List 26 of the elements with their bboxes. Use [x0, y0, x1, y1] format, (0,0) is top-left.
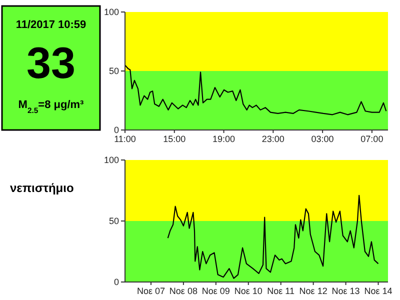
- x-tick-label: Νοε 09: [202, 286, 230, 296]
- y-tick-label: 100: [104, 155, 119, 166]
- text: 33: [26, 39, 76, 88]
- x-tick-label: Νοε 08: [169, 286, 198, 296]
- x-tick-label: 23:00: [262, 134, 284, 144]
- x-tick-label: Νοε 12: [299, 286, 328, 296]
- text: 11/2017 10:59: [16, 19, 86, 31]
- line-series: [124, 64, 387, 116]
- x-tick-label: Νοε 07: [136, 286, 165, 296]
- x-tick-label: Νοε 13: [332, 286, 360, 296]
- x-tick-label: Νοε 10: [234, 286, 262, 296]
- x-tick-label: 11:00: [114, 134, 136, 144]
- y-tick-label: 0: [114, 277, 119, 288]
- text: νεπιστήμιο: [10, 181, 74, 195]
- x-tick-label: 19:00: [212, 134, 236, 144]
- line-series: [167, 194, 379, 279]
- y-tick-label: 50: [108, 216, 119, 226]
- x-tick-label: 15:00: [163, 134, 186, 144]
- y-tick-label: 50: [108, 66, 119, 76]
- y-tick-label: 100: [104, 7, 119, 18]
- y-tick-label: 0: [114, 125, 119, 136]
- text: M$_{2.5}$=8 μg/m³: [18, 99, 84, 114]
- x-tick-label: Νοε 11: [267, 286, 295, 296]
- x-tick-label: 07:00: [360, 134, 384, 144]
- x-tick-label: Νοε 14: [364, 286, 392, 296]
- x-tick-label: 03:00: [311, 134, 334, 144]
